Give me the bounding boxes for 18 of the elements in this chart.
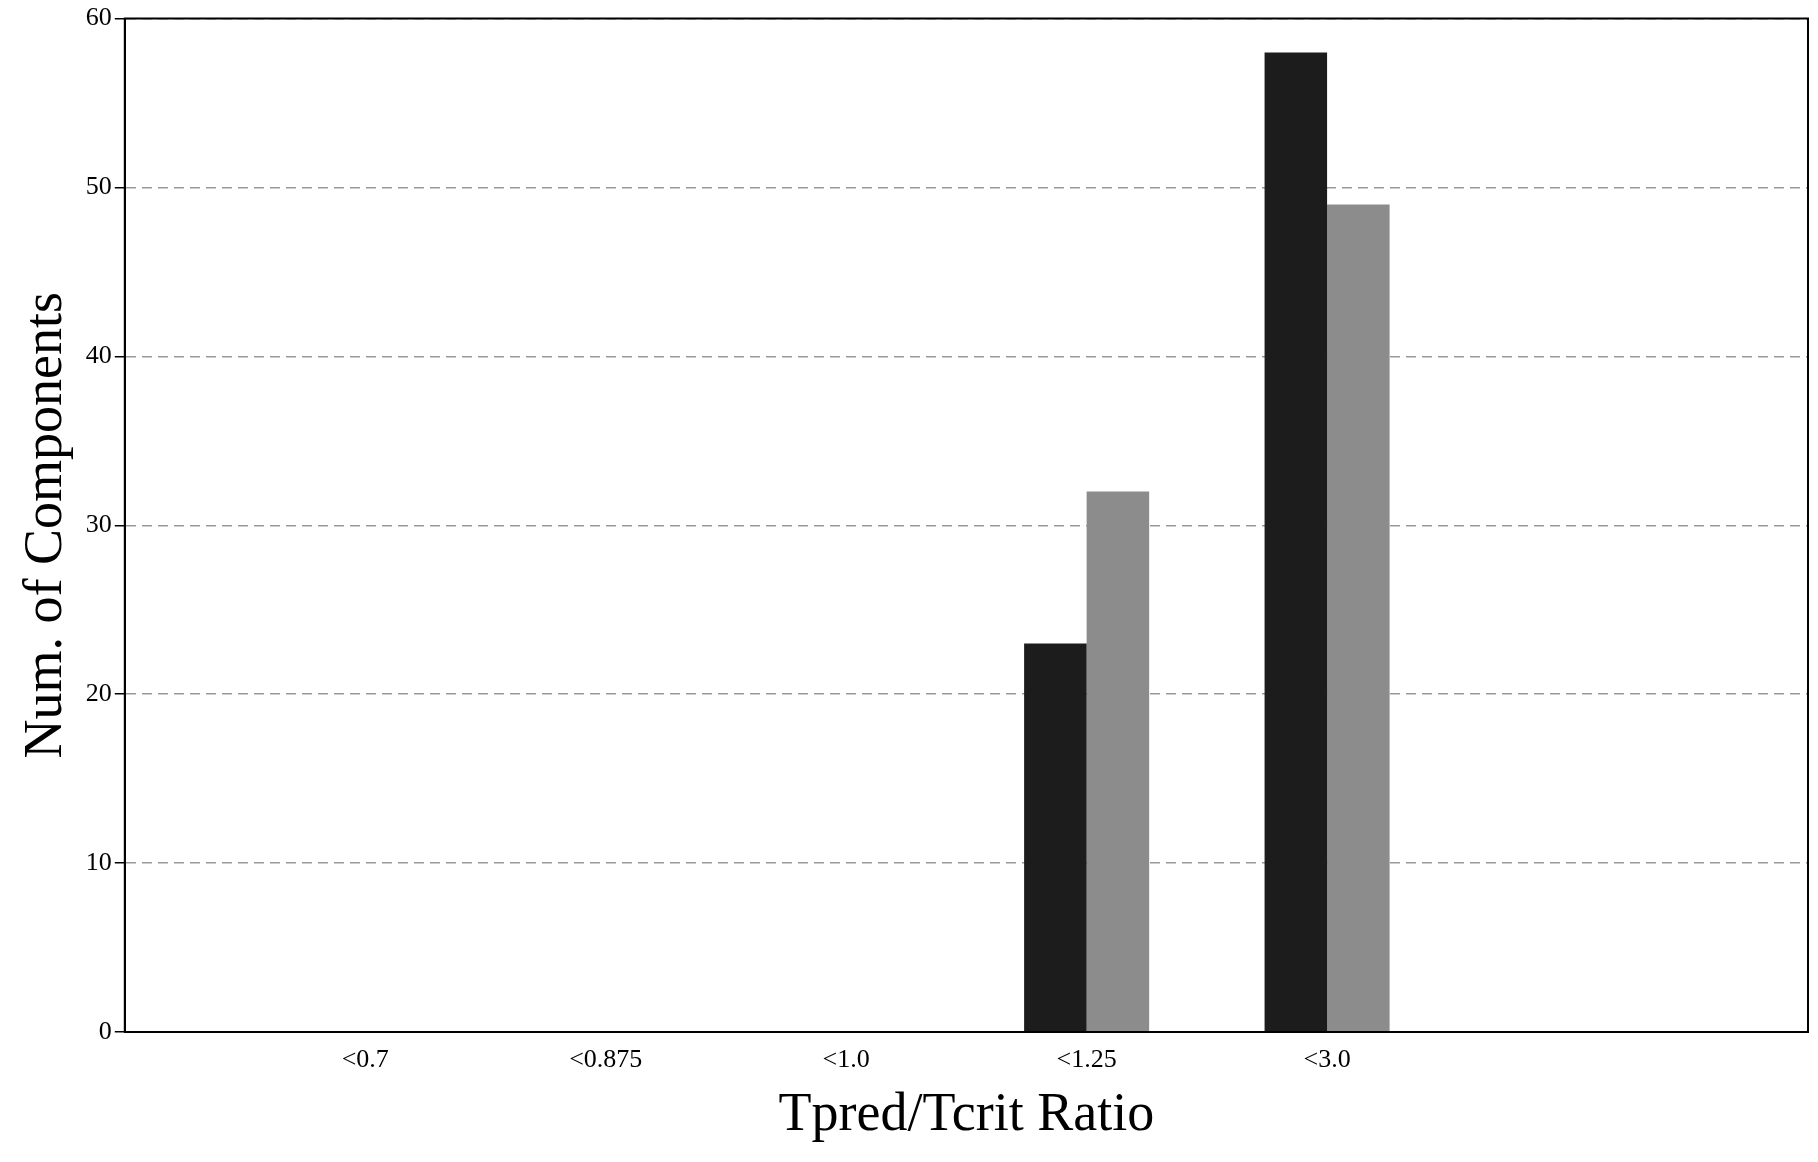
y-tick-label: 60 [85, 2, 112, 32]
y-axis-title: Num. of Components [12, 292, 73, 759]
x-tick-label: <1.25 [1056, 1044, 1117, 1074]
y-tick-label: 0 [98, 1015, 112, 1045]
bar [1264, 52, 1328, 1032]
y-tick-label: 10 [85, 846, 112, 876]
bar [1086, 491, 1150, 1032]
x-axis-title: Tpred/Tcrit Ratio [778, 1081, 1155, 1142]
x-tick-label: <1.0 [822, 1044, 870, 1074]
y-tick-label: 30 [85, 509, 112, 539]
bar [1327, 204, 1390, 1032]
y-tick-label: 40 [85, 340, 112, 370]
y-tick-label: 50 [85, 171, 112, 201]
x-tick-label: <0.875 [569, 1044, 643, 1074]
x-tick-label: <3.0 [1303, 1044, 1351, 1074]
y-tick-label: 20 [85, 678, 112, 708]
bar [1024, 643, 1087, 1032]
x-tick-label: <0.7 [341, 1044, 389, 1074]
